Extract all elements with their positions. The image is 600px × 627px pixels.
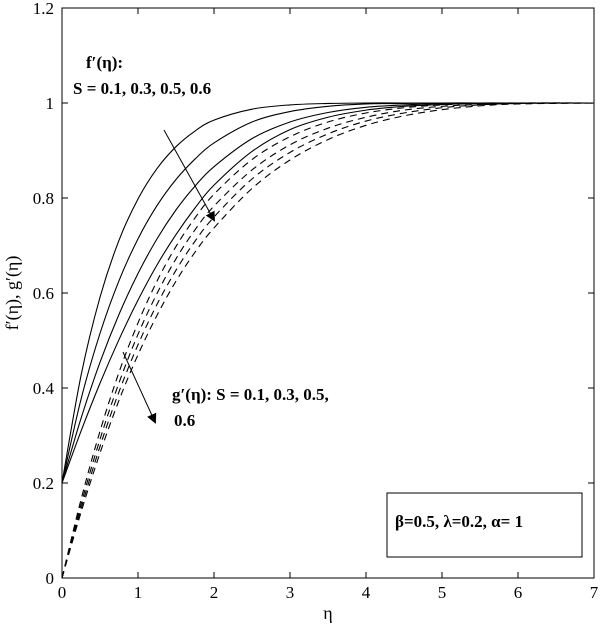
x-tick-label: 0 <box>58 583 67 602</box>
g-arrow-icon <box>122 351 157 424</box>
curves <box>61 102 595 579</box>
x-tick-label: 5 <box>438 583 447 602</box>
x-tick-label: 3 <box>286 583 295 602</box>
y-tick-label: 1.2 <box>33 0 54 18</box>
g-annotation-line2: 0.6 <box>174 411 195 430</box>
f-arrow-icon <box>163 129 215 222</box>
f-prime-curve-4 <box>61 102 595 484</box>
x-tick-label: 4 <box>362 583 371 602</box>
x-tick-label: 6 <box>514 583 523 602</box>
g-prime-curve-4 <box>61 102 595 579</box>
g-prime-curve-1 <box>61 102 595 579</box>
f-prime-curve-3 <box>61 102 594 484</box>
y-axis-label: f′(η), g′(η) <box>2 256 23 331</box>
y-tick-label: 1 <box>46 94 55 113</box>
f-annotation-values: S = 0.1, 0.3, 0.5, 0.6 <box>73 79 211 98</box>
x-tick-label: 2 <box>210 583 219 602</box>
parameter-text: β=0.5, λ=0.2, α= 1 <box>395 512 523 531</box>
y-tick-label: 0.4 <box>33 379 55 398</box>
y-tick-label: 0.6 <box>33 284 54 303</box>
axis-tick-labels: 0 1 2 3 4 5 6 7 0 0.2 0.4 0.6 0.8 1 1.2 <box>33 0 599 602</box>
parameter-box <box>386 492 583 558</box>
g-annotation-line1: g′(η): S = 0.1, 0.3, 0.5, <box>172 385 329 404</box>
y-tick-label: 0.2 <box>33 474 54 493</box>
x-tick-label: 7 <box>590 583 599 602</box>
g-prime-curve-2 <box>61 102 595 579</box>
g-prime-curve-3 <box>61 102 595 579</box>
x-axis-label: η <box>323 603 332 623</box>
x-tick-label: 1 <box>134 583 143 602</box>
y-tick-label: 0.8 <box>33 189 54 208</box>
f-annotation-title: f′(η): <box>86 53 123 72</box>
y-tick-label: 0 <box>46 569 55 588</box>
